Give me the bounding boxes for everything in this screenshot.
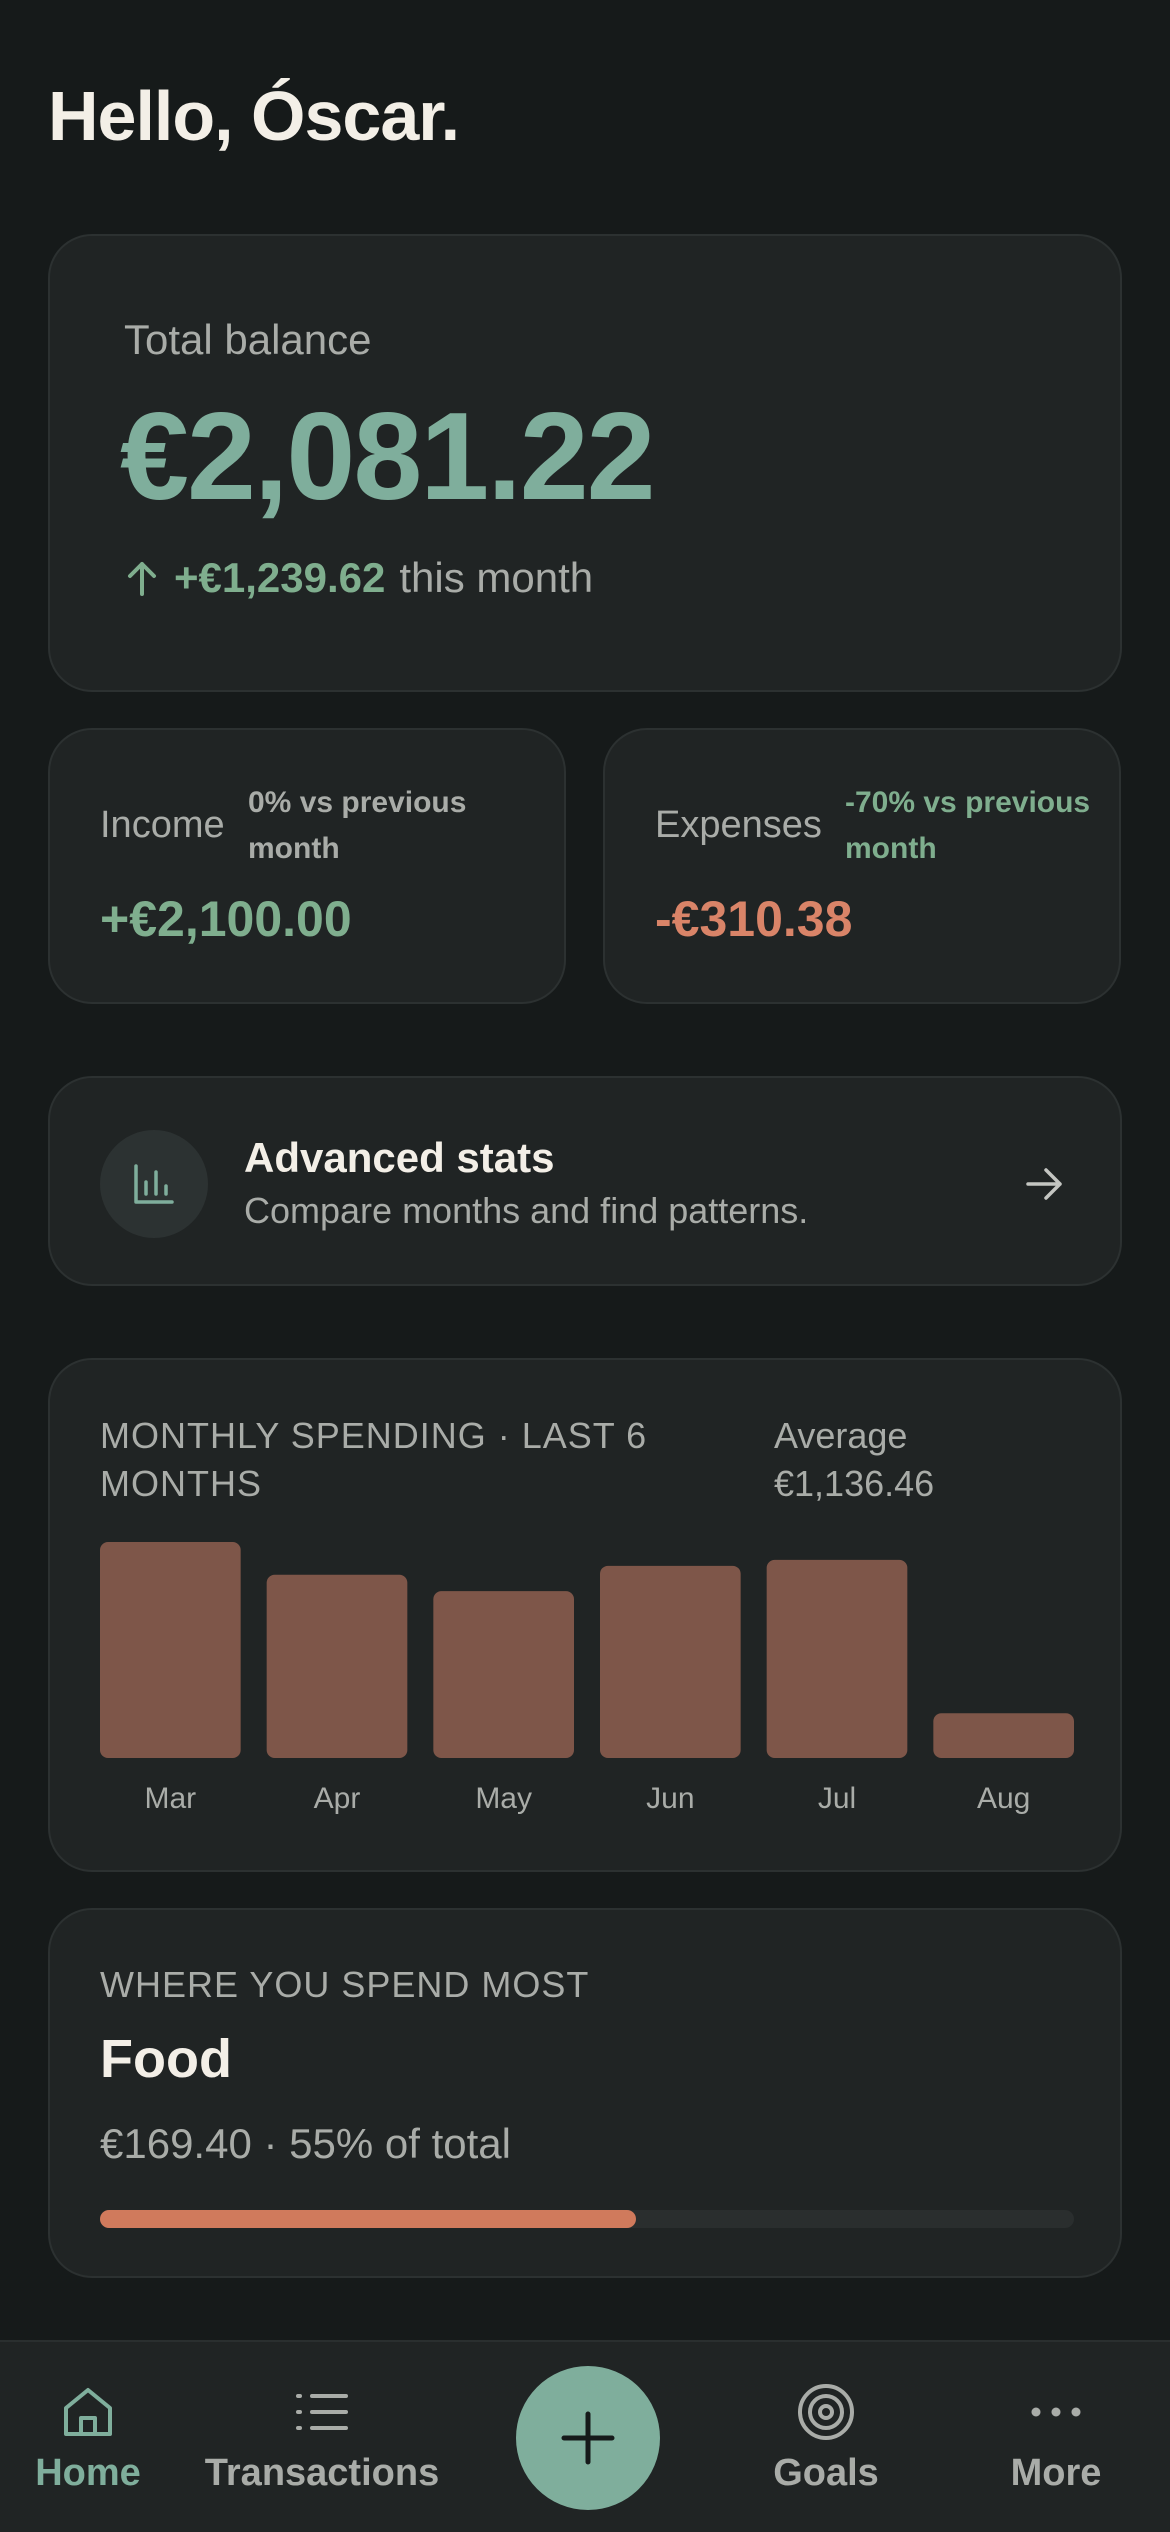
more-icon	[1031, 2407, 1081, 2417]
nav-home-label: Home	[35, 2452, 141, 2494]
chart-label-may: May	[475, 1782, 532, 1815]
top-spend-title: WHERE YOU SPEND MOST	[100, 1964, 590, 2005]
expenses-label: Expenses	[655, 804, 822, 846]
chart-label-apr: Apr	[314, 1782, 361, 1815]
chart-bar-mar	[100, 1542, 241, 1758]
chart-label-jul: Jul	[818, 1782, 856, 1815]
nav-home[interactable]: Home	[28, 2380, 148, 2495]
balance-amount: €2,081.22	[120, 388, 656, 526]
income-card[interactable]: Income 0% vs previous month +€2,100.00	[48, 728, 566, 1004]
advanced-stats-subtitle: Compare months and find patterns.	[244, 1190, 809, 1231]
nav-more-label: More	[1010, 2452, 1102, 2494]
chart-label-aug: Aug	[977, 1782, 1030, 1815]
nav-transactions-label: Transactions	[204, 2452, 440, 2494]
chart-bar-may	[433, 1591, 574, 1758]
advanced-stats-title: Advanced stats	[244, 1134, 555, 1181]
advanced-stats-card[interactable]: Advanced stats Compare months and find p…	[48, 1076, 1122, 1286]
top-spend-progress-track	[100, 2210, 1074, 2228]
nav-transactions[interactable]: Transactions	[204, 2380, 440, 2495]
add-transaction-button[interactable]	[516, 2366, 660, 2510]
balance-delta: +€1,239.62 this month	[124, 554, 593, 602]
arrow-up-icon	[128, 562, 156, 596]
bar-chart-icon	[134, 1164, 174, 1204]
top-spend-card[interactable]: WHERE YOU SPEND MOST Food €169.40 · 55% …	[48, 1908, 1122, 2278]
chart-label-jun: Jun	[646, 1782, 694, 1815]
chart-title: MONTHLY SPENDING · LAST 6 MONTHS	[100, 1415, 648, 1504]
nav-goals[interactable]: Goals	[756, 2380, 896, 2495]
monthly-spending-card: MONTHLY SPENDING · LAST 6 MONTHS Average…	[48, 1358, 1122, 1872]
chart-bar-apr	[266, 1574, 408, 1758]
list-icon	[296, 2394, 348, 2430]
home-icon	[64, 2388, 112, 2436]
chart-bar-aug	[933, 1713, 1074, 1758]
target-icon	[798, 2384, 854, 2440]
balance-delta-value: +€1,239.62	[174, 554, 386, 601]
chart-bar-jul	[766, 1559, 908, 1758]
nav-more[interactable]: More	[996, 2380, 1116, 2495]
expenses-change: -70% vs previous month	[845, 786, 1091, 865]
top-spend-detail: €169.40 · 55% of total	[100, 2120, 511, 2167]
income-label: Income	[100, 804, 225, 846]
nav-goals-label: Goals	[773, 2452, 879, 2494]
balance-label: Total balance	[124, 316, 372, 363]
arrow-right-icon[interactable]	[1022, 1162, 1066, 1206]
income-change: 0% vs previous month	[248, 786, 467, 865]
top-spend-progress-fill	[100, 2210, 636, 2228]
average-value: €1,136.46	[774, 1463, 935, 1504]
chart-bar-jun	[600, 1565, 741, 1758]
advanced-stats-icon-badge	[100, 1130, 208, 1238]
expenses-card[interactable]: Expenses -70% vs previous month -€310.38	[603, 728, 1121, 1004]
balance-delta-suffix: this month	[399, 554, 594, 601]
balance-card[interactable]: Total balance €2,081.22 +€1,239.62 this …	[48, 234, 1122, 692]
chart-label-mar: Mar	[144, 1782, 196, 1815]
expenses-amount: -€310.38	[655, 891, 853, 947]
income-amount: +€2,100.00	[100, 891, 352, 947]
monthly-spending-chart: Mar Apr May Jun Jul Aug	[100, 1542, 1074, 1815]
greeting-title: Hello, Óscar.	[48, 77, 460, 155]
average-block: Average €1,136.46	[774, 1412, 934, 1508]
plus-icon	[561, 2411, 615, 2465]
top-spend-category: Food	[100, 2029, 232, 2089]
average-label: Average	[774, 1415, 908, 1456]
